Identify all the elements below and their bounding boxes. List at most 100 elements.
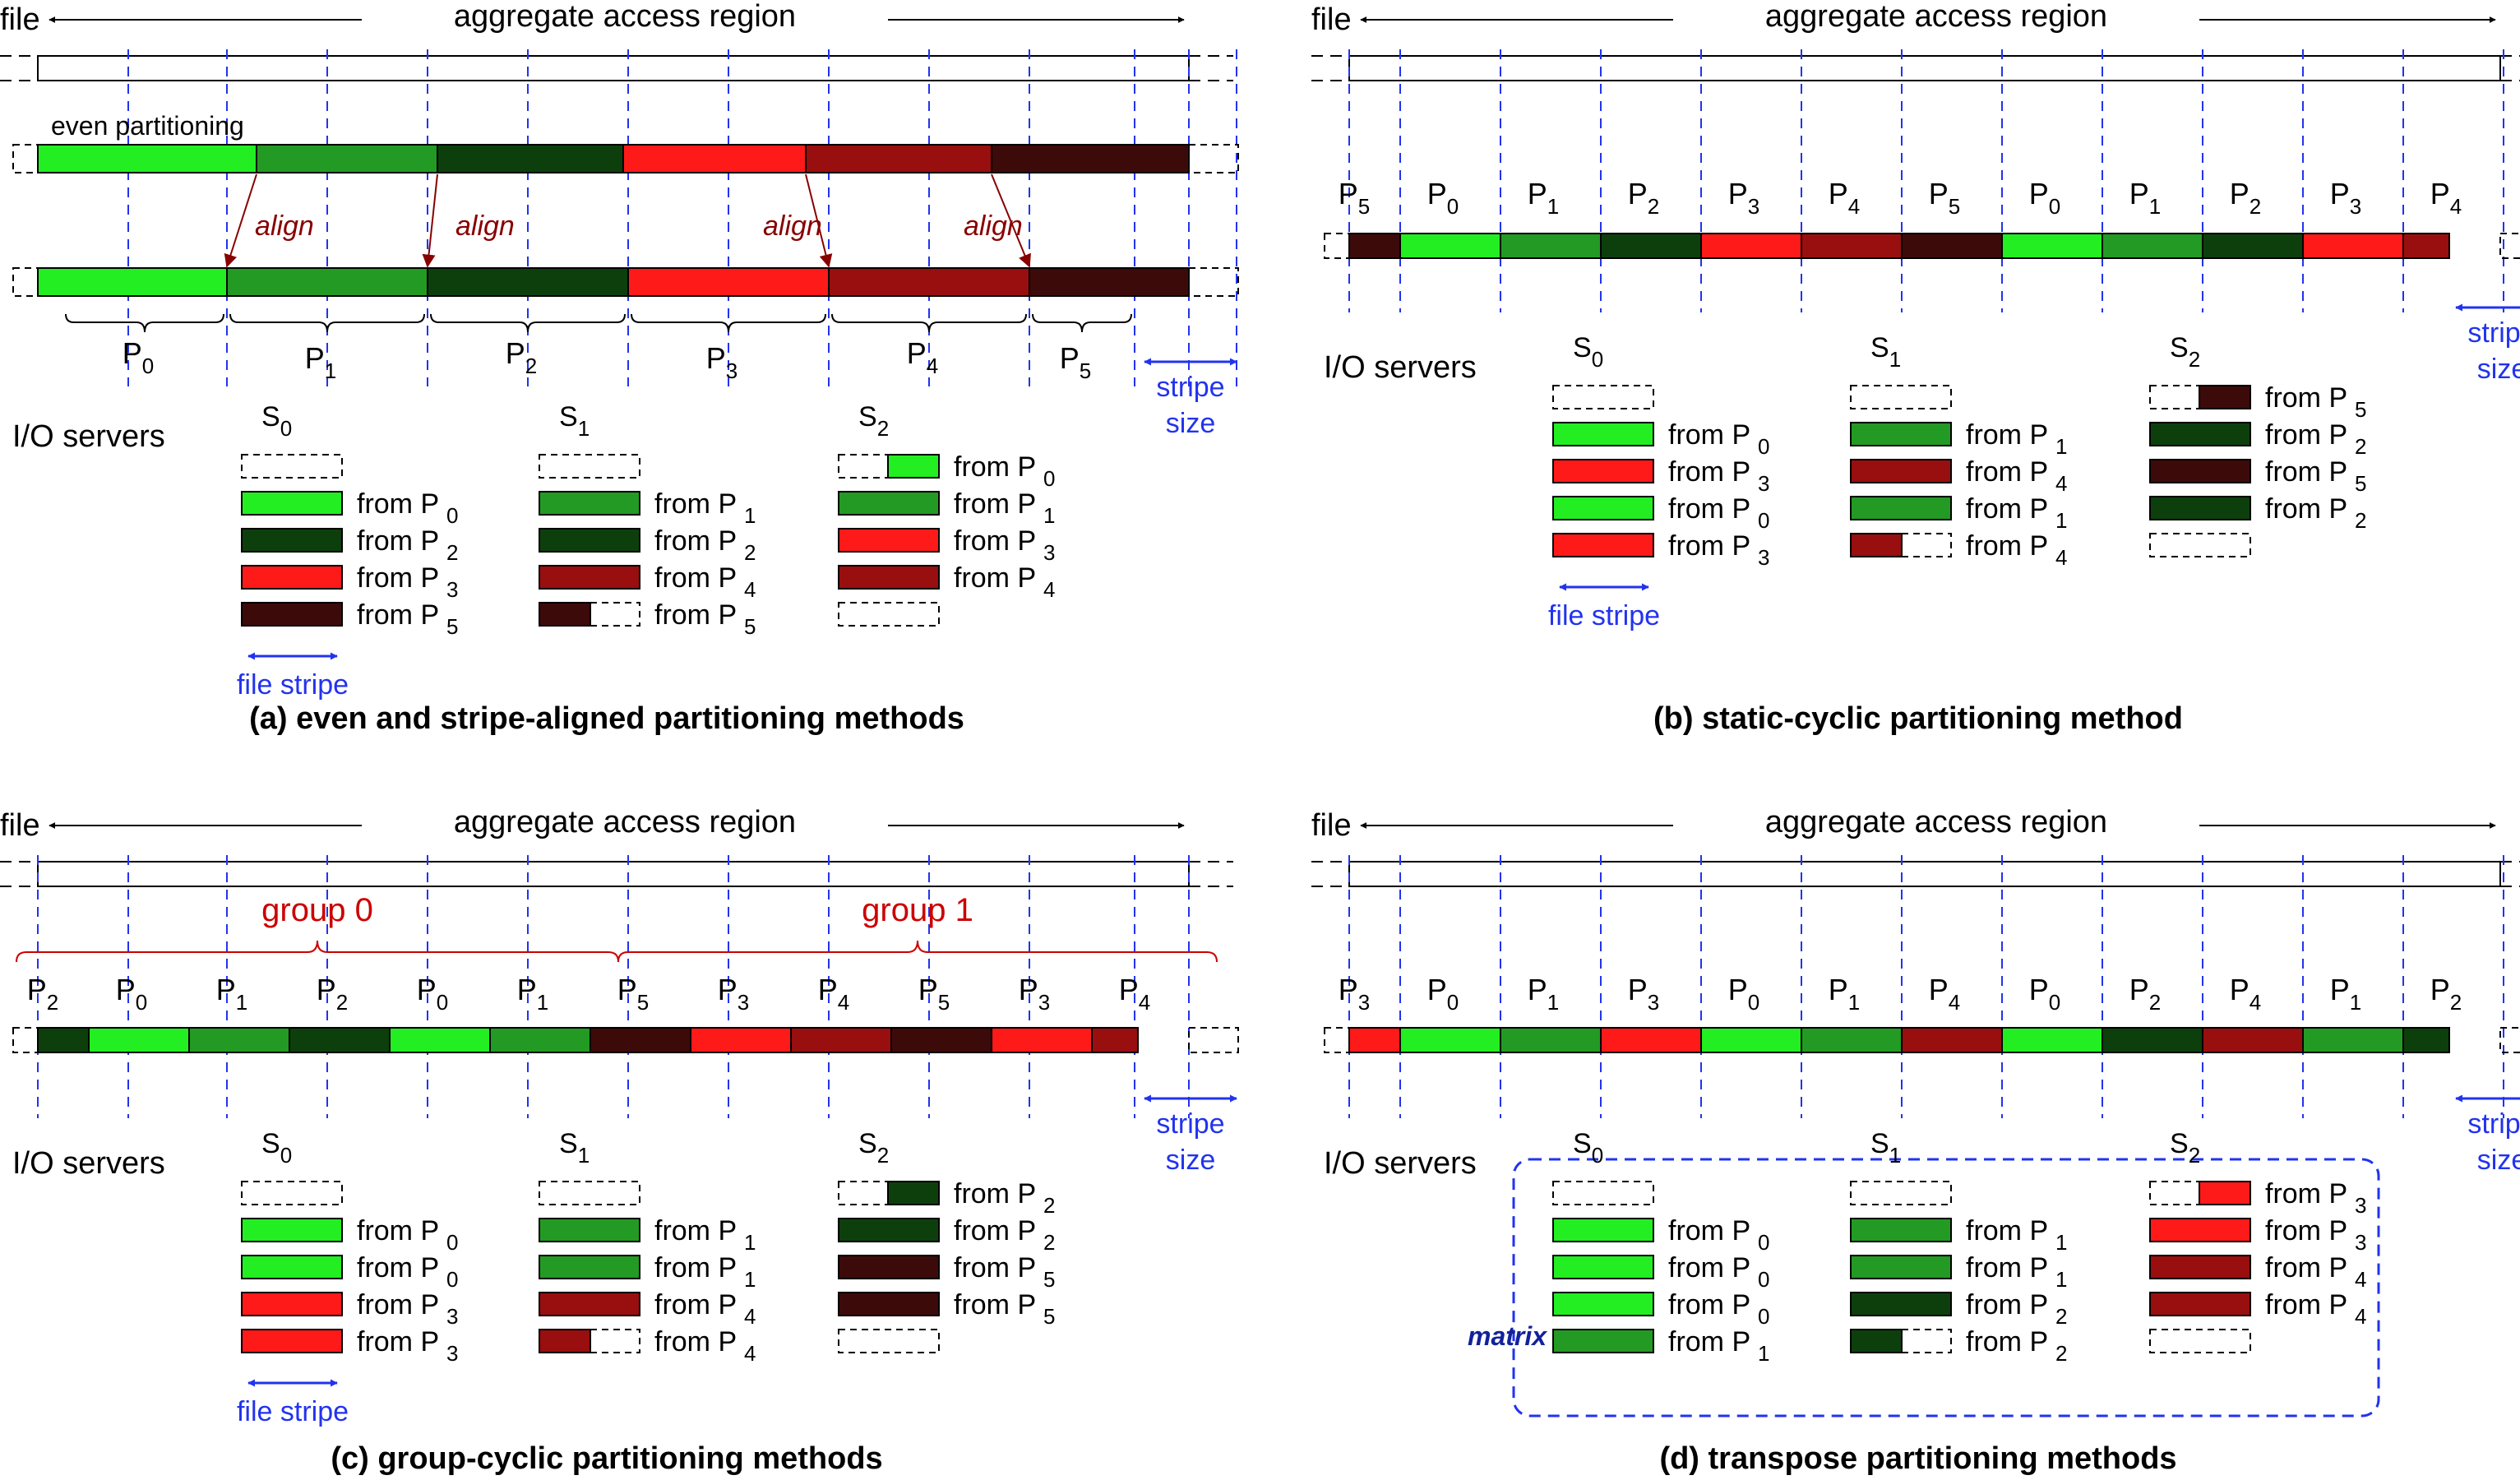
io-servers-label: I/O servers (1324, 1146, 1477, 1181)
text-main: from P (954, 525, 1043, 557)
align-arrow (422, 173, 438, 268)
server-stripe (241, 528, 343, 553)
align-label: align (455, 210, 515, 242)
text-subscript: 2 (2450, 990, 2462, 1015)
process-label: P3 (1628, 973, 1659, 1015)
stripe-size-label: size (2477, 1145, 2520, 1176)
from-process-label: from P 5 (357, 599, 458, 639)
text-subscript: 0 (1447, 194, 1459, 219)
text-subscript: 2 (47, 990, 58, 1015)
text-subscript: 2 (877, 1143, 889, 1168)
file-segment (2402, 1027, 2450, 1053)
from-process-label: from P 0 (1668, 1215, 1769, 1255)
from-process-label: from P 2 (2265, 419, 2366, 459)
text-main: from P (357, 1215, 446, 1246)
process-label: P2 (2430, 973, 2462, 1015)
process-label: P4 (1929, 973, 1960, 1015)
from-process-label: from P 1 (1966, 419, 2067, 459)
panel-caption: (a) even and stripe-aligned partitioning… (249, 701, 964, 736)
file-segment (1801, 1027, 1903, 1053)
text-subscript: 1 (1547, 990, 1559, 1015)
text-main: from P (954, 451, 1043, 483)
text-subscript: 4 (744, 577, 756, 602)
from-process-label: from P 2 (954, 1215, 1055, 1255)
text-main: S (858, 1128, 877, 1159)
text-subscript: 0 (280, 416, 292, 441)
text-subscript: 3 (1758, 545, 1769, 570)
empty-slot (838, 1181, 889, 1205)
text-subscript: 0 (280, 1143, 292, 1168)
file-segment (1600, 1027, 1702, 1053)
server-stripe (1552, 533, 1654, 557)
group-label: group 0 (261, 892, 373, 928)
empty-slot (838, 602, 940, 627)
text-main: S (559, 1128, 578, 1159)
text-main: P (1119, 973, 1139, 1006)
server-stripe (1552, 496, 1654, 520)
process-label: P3 (706, 341, 738, 383)
text-subscript: 5 (744, 614, 756, 639)
text-subscript: 2 (744, 540, 756, 565)
server-stripe (1850, 1292, 1952, 1316)
text-main: P (1339, 973, 1358, 1006)
text-main: P (907, 336, 927, 370)
text-subscript: 3 (2350, 194, 2361, 219)
process-label: P5 (1339, 177, 1370, 219)
text-main: from P (1668, 1215, 1758, 1246)
text-main: from P (357, 488, 446, 520)
from-process-label: from P 2 (357, 525, 458, 565)
text-subscript: 1 (578, 1143, 590, 1168)
even-segment (991, 144, 1190, 173)
text-main: from P (2265, 1215, 2355, 1246)
text-main: P (1528, 177, 1547, 210)
text-main: from P (1668, 419, 1758, 451)
process-label: P1 (216, 973, 247, 1015)
text-main: S (1870, 1128, 1889, 1159)
text-subscript: 1 (1848, 990, 1860, 1015)
align-arrow (991, 173, 1031, 268)
from-process-label: from P 1 (1668, 1326, 1769, 1366)
process-label: P5 (617, 973, 649, 1015)
file-segment (2302, 1027, 2404, 1053)
text-main: P (1628, 973, 1648, 1006)
aggregate-region-label: aggregate access region (1765, 805, 2107, 839)
from-process-label: from P 5 (2265, 456, 2366, 496)
from-process-label: from P 1 (654, 488, 756, 528)
empty-slot (1850, 385, 1952, 409)
from-process-label: from P 2 (954, 1178, 1055, 1218)
server-stripe (539, 1218, 640, 1242)
text-subscript: 5 (1080, 358, 1091, 383)
text-subscript: 0 (1447, 990, 1459, 1015)
text-main: P (2330, 973, 2350, 1006)
server-stripe (241, 1218, 343, 1242)
server-stripe (1850, 1255, 1952, 1279)
text-main: P (918, 973, 938, 1006)
server-stripe (2149, 1218, 2251, 1242)
process-label: P1 (2330, 973, 2361, 1015)
from-process-label: from P 2 (2265, 493, 2366, 533)
text-main: from P (654, 1252, 744, 1283)
empty-slot (590, 602, 640, 627)
text-main: S (1573, 1128, 1592, 1159)
text-main: P (1427, 973, 1447, 1006)
text-subscript: 0 (446, 1230, 458, 1255)
text-subscript: 5 (446, 614, 458, 639)
even-segment (256, 144, 438, 173)
server-stripe (539, 1255, 640, 1279)
stripe-size-label: size (1166, 1145, 1215, 1176)
text-subscript: 3 (1358, 990, 1370, 1015)
panel-caption: (d) transpose partitioning methods (1659, 1441, 2176, 1476)
from-process-label: from P 1 (1966, 1252, 2067, 1292)
text-subscript: 2 (2250, 194, 2261, 219)
text-subscript: 2 (2355, 434, 2366, 459)
aligned-segment (226, 267, 428, 297)
text-main: P (1019, 973, 1038, 1006)
text-subscript: 5 (2355, 471, 2366, 496)
text-main: from P (1668, 493, 1758, 525)
text-subscript: 2 (2149, 990, 2161, 1015)
text-subscript: 1 (744, 1230, 756, 1255)
text-main: P (1929, 177, 1949, 210)
empty-slot (2149, 385, 2200, 409)
process-label: P0 (1427, 177, 1459, 219)
file-aggregate-region (1348, 55, 2501, 81)
